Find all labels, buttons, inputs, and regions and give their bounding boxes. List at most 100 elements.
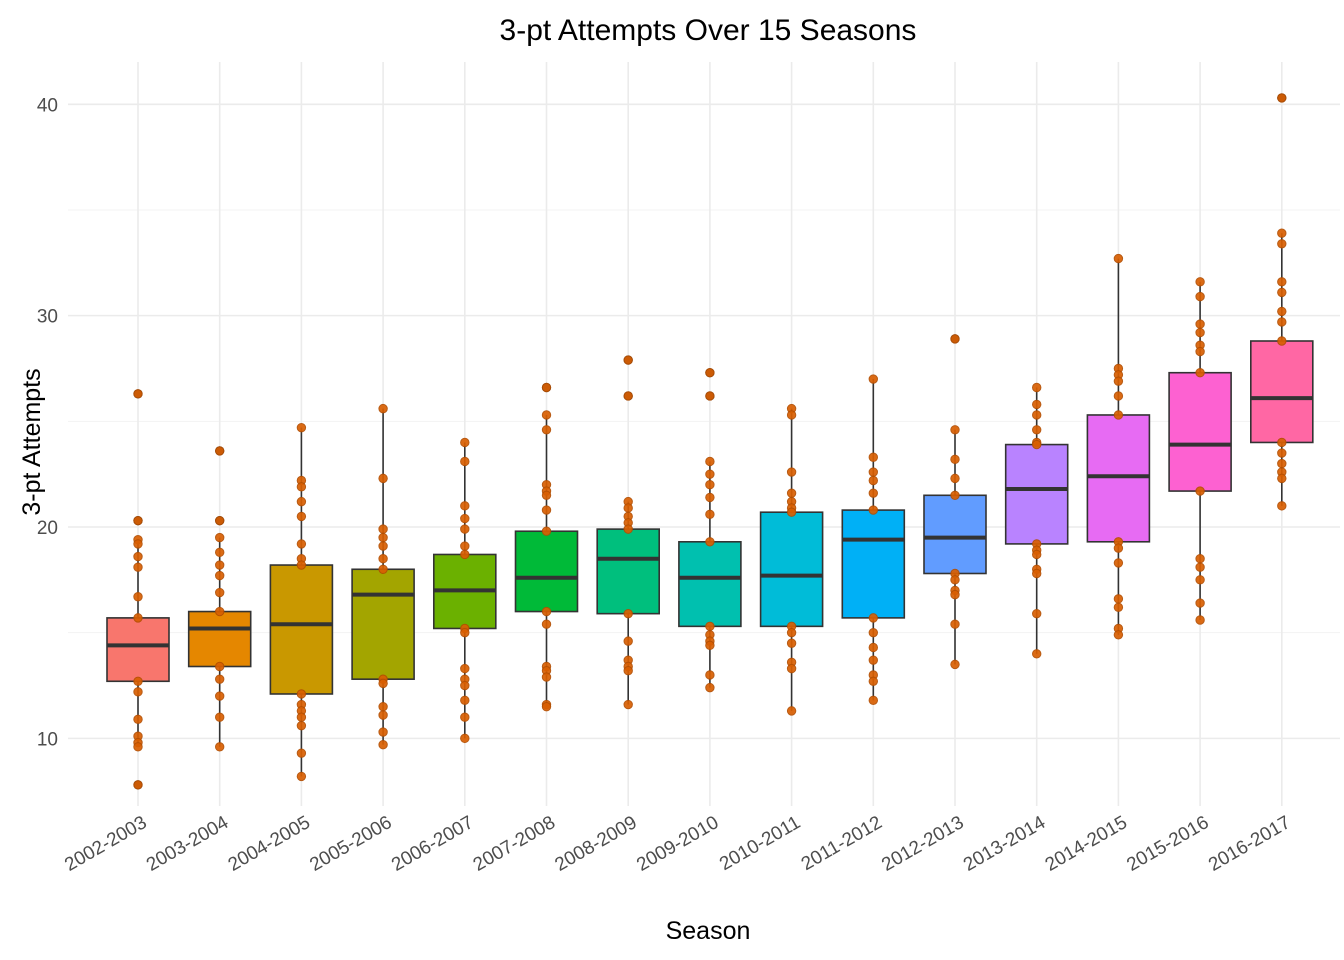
data-point — [460, 549, 470, 560]
data-point — [1113, 376, 1124, 386]
y-tick-label: 20 — [37, 518, 58, 539]
data-point — [705, 492, 715, 503]
data-point — [460, 501, 470, 511]
data-point — [1113, 543, 1124, 553]
data-point — [460, 456, 470, 467]
data-point — [1032, 649, 1042, 659]
data-point — [133, 562, 143, 572]
data-point — [541, 701, 552, 712]
data-point — [786, 638, 797, 648]
data-point — [378, 564, 388, 574]
data-point — [1277, 336, 1287, 346]
data-point — [133, 613, 143, 623]
data-point — [460, 541, 470, 551]
data-point — [623, 524, 633, 534]
data-point — [133, 389, 143, 399]
box-body — [1086, 414, 1151, 543]
box-2005-2006 — [351, 408, 415, 745]
data-point — [1113, 253, 1124, 264]
boxplot-series — [106, 93, 1314, 790]
data-point — [786, 663, 797, 674]
data-point — [868, 475, 878, 486]
box-body — [514, 530, 579, 613]
data-point — [133, 687, 143, 697]
data-point — [378, 532, 388, 543]
data-point — [296, 560, 307, 570]
data-point — [1277, 287, 1287, 298]
data-point — [868, 642, 878, 653]
data-point — [786, 627, 797, 638]
data-point — [133, 742, 143, 752]
data-point — [215, 570, 225, 581]
x-tick-label: 2006-2007 — [388, 812, 477, 876]
data-point — [460, 680, 470, 691]
data-point — [133, 780, 143, 790]
data-point — [623, 636, 633, 646]
box-body — [759, 511, 824, 628]
data-point — [460, 695, 470, 706]
data-point — [623, 608, 633, 619]
data-point — [460, 437, 470, 448]
box-2006-2007 — [432, 442, 497, 739]
data-point — [1277, 317, 1287, 327]
data-point — [1113, 602, 1124, 613]
data-point — [296, 482, 307, 492]
data-point — [1195, 327, 1205, 338]
data-point — [1032, 425, 1042, 435]
box-2015-2016 — [1168, 281, 1232, 620]
data-point — [1113, 558, 1124, 568]
x-tick-label: 2009-2010 — [633, 812, 722, 876]
data-point — [1113, 391, 1124, 401]
box-2013-2014 — [1004, 387, 1069, 654]
data-point — [541, 606, 552, 617]
data-point — [378, 541, 388, 551]
data-point — [868, 374, 878, 384]
data-point — [623, 355, 633, 365]
data-point — [1032, 549, 1042, 560]
data-point — [705, 480, 715, 490]
box-body — [1168, 371, 1232, 492]
x-tick-label: 2015-2016 — [1123, 812, 1212, 876]
data-point — [541, 490, 552, 500]
box-body — [351, 568, 415, 680]
x-tick-label: 2003-2004 — [143, 812, 233, 876]
data-point — [1277, 277, 1287, 287]
data-point — [1032, 568, 1042, 579]
data-point — [133, 676, 143, 686]
data-point — [1195, 486, 1205, 496]
data-point — [460, 627, 470, 638]
box-2011-2012 — [841, 379, 906, 701]
data-point — [541, 410, 552, 420]
box-body — [187, 610, 252, 668]
data-point — [378, 740, 388, 750]
x-axis-title: Season — [666, 917, 751, 945]
data-point — [1195, 598, 1205, 608]
data-point — [950, 589, 960, 600]
data-point — [1032, 410, 1042, 420]
data-point — [1195, 319, 1205, 329]
chart-title: 3-pt Attempts Over 15 Seasons — [500, 14, 917, 47]
data-point — [1195, 554, 1205, 564]
data-point — [133, 551, 143, 562]
data-point — [541, 619, 552, 629]
box-2004-2005 — [269, 427, 334, 777]
data-point — [1195, 368, 1205, 378]
data-point — [1113, 630, 1124, 640]
data-point — [1277, 437, 1287, 448]
box-2016-2017 — [1250, 93, 1314, 506]
data-point — [133, 515, 143, 526]
data-point — [460, 513, 470, 524]
data-point — [296, 720, 307, 731]
data-point — [868, 452, 878, 462]
data-point — [868, 627, 878, 638]
data-point — [296, 689, 307, 699]
data-point — [868, 695, 878, 706]
data-point — [541, 526, 552, 536]
y-tick-label: 30 — [37, 307, 58, 328]
box-body — [678, 540, 742, 628]
x-tick-label: 2011-2012 — [798, 812, 886, 875]
data-point — [1277, 306, 1287, 317]
data-point — [460, 733, 470, 744]
data-point — [950, 575, 960, 585]
data-point — [215, 691, 225, 701]
